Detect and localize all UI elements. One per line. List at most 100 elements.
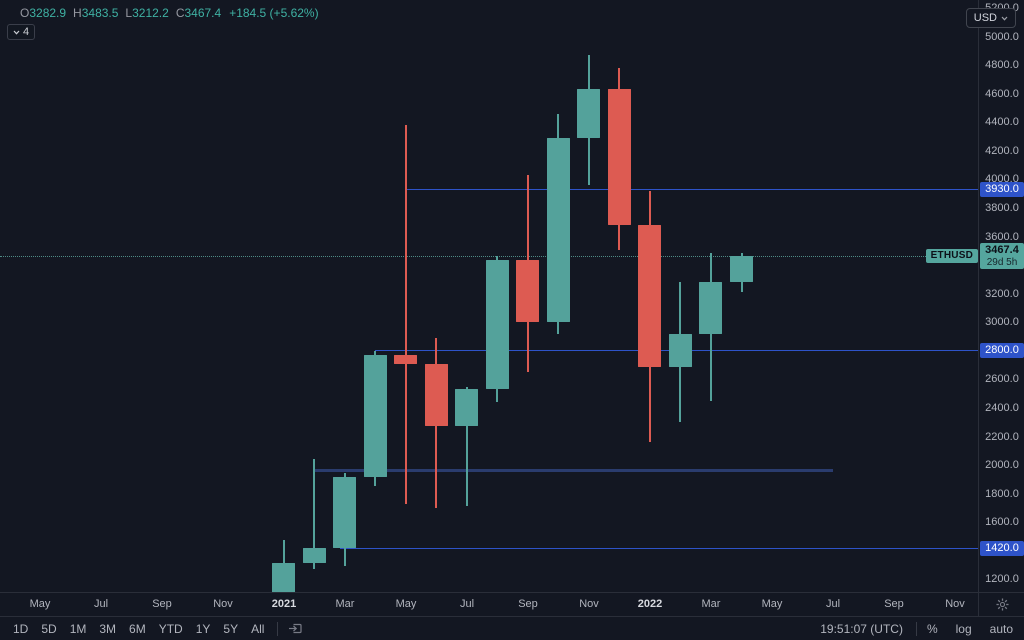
last-price-label: 3467.4 29d 5h <box>980 242 1024 269</box>
price-level-label: 2800.0 <box>980 343 1024 359</box>
candle-body <box>424 364 448 426</box>
open-value: 3282.9 <box>29 6 67 20</box>
range-button-6m[interactable]: 6M <box>129 617 146 640</box>
toolbar-divider <box>277 621 279 636</box>
range-button-1d[interactable]: 1D <box>13 617 28 640</box>
candle-body <box>546 138 570 323</box>
price-axis-tick: 1200.0 <box>985 573 1019 586</box>
range-button-all[interactable]: All <box>251 617 264 640</box>
time-axis-tick: Nov <box>945 598 965 610</box>
price-axis-tick: 3200.0 <box>985 287 1019 300</box>
range-button-1y[interactable]: 1Y <box>196 617 211 640</box>
time-axis-tick: Sep <box>884 598 904 610</box>
price-axis-tick: 1600.0 <box>985 516 1019 529</box>
currency-dropdown[interactable]: USD <box>965 8 1016 28</box>
price-axis-tick: 3000.0 <box>985 316 1019 329</box>
high-value: 3483.5 <box>81 6 119 20</box>
clock[interactable]: 19:51:07 (UTC) <box>820 621 903 636</box>
candle-body <box>516 260 540 323</box>
last-price-value: 3467.4 <box>985 243 1019 256</box>
price-axis-tick: 4800.0 <box>985 59 1019 72</box>
candle-body <box>485 260 509 390</box>
last-price-line <box>0 255 978 257</box>
candle-body <box>363 354 387 477</box>
auto-scale-button[interactable]: auto <box>989 621 1013 636</box>
candle-body <box>668 333 692 367</box>
high-key: H <box>73 6 82 20</box>
candle-body <box>607 89 631 225</box>
go-to-date-icon <box>288 622 303 635</box>
price-axis-tick: 2200.0 <box>985 430 1019 443</box>
range-button-1m[interactable]: 1M <box>70 617 87 640</box>
plot-area[interactable]: ETHUSD <box>0 0 978 592</box>
candle-wick <box>313 459 315 570</box>
candle-wick <box>404 124 407 504</box>
chevron-down-icon <box>1001 16 1008 21</box>
price-level-label: 1420.0 <box>980 540 1024 556</box>
time-axis-tick: 2022 <box>637 598 663 610</box>
bottom-toolbar: 1D 5D 1M 3M 6M YTD 1Y 5Y All 19:51:07 (UTC) % log… <box>0 616 1024 640</box>
time-axis-tick: Mar <box>701 598 721 610</box>
ohlc-legend: O3282.9 H3483.5 L3212.2 C3467.4 +184.5 (+5.6… <box>20 6 319 22</box>
log-scale-button[interactable]: log <box>955 621 972 636</box>
candle-body <box>577 89 601 139</box>
range-button-5d[interactable]: 5D <box>41 617 56 640</box>
symbol-price-tag: ETHUSD <box>925 248 978 263</box>
price-axis-tick: 5000.0 <box>985 30 1019 43</box>
change-value: +184.5 (+5.62%) <box>229 6 319 20</box>
candle-wick <box>465 386 468 506</box>
time-axis-tick: Sep <box>518 598 538 610</box>
price-axis[interactable]: 3930.02800.01420.05200.05000.04800.04600… <box>978 0 1024 592</box>
price-axis-tick: 2400.0 <box>985 402 1019 414</box>
object-count: 4 <box>23 26 30 38</box>
percent-scale-button[interactable]: % <box>926 621 938 636</box>
price-axis-tick: 2000.0 <box>985 459 1019 472</box>
price-level-label: 3930.0 <box>980 181 1024 197</box>
low-key: L <box>125 6 133 20</box>
price-axis-tick: 2600.0 <box>985 373 1019 386</box>
candle-body <box>730 255 753 282</box>
open-key: O <box>20 6 30 20</box>
go-to-date-button[interactable] <box>288 622 303 635</box>
candle-body <box>272 563 295 592</box>
price-axis-tick: 4400.0 <box>985 116 1019 129</box>
time-axis[interactable]: May Jul Sep Nov 2021 Mar May Jul Sep Nov 2022 Mar Ma… <box>0 592 1024 617</box>
axis-corner-divider <box>978 593 979 617</box>
price-axis-tick: 3600.0 <box>985 230 1019 243</box>
close-key: C <box>175 6 185 20</box>
price-level-line[interactable] <box>406 188 978 190</box>
time-axis-tick: Jul <box>459 598 475 610</box>
candle-body <box>394 354 418 365</box>
currency-label: USD <box>973 12 997 24</box>
low-value: 3212.2 <box>132 6 169 20</box>
price-level-line[interactable] <box>340 547 978 549</box>
candle-body <box>333 476 357 549</box>
price-axis-tick: 1800.0 <box>985 487 1019 500</box>
time-axis-tick: May <box>29 598 51 610</box>
time-axis-tick: Nov <box>213 598 233 610</box>
time-axis-tick: Mar <box>335 598 355 610</box>
close-value: 3467.4 <box>184 6 222 20</box>
price-axis-tick: 4200.0 <box>985 144 1019 157</box>
range-button-5y[interactable]: 5Y <box>223 617 238 640</box>
candle-body <box>455 389 479 426</box>
chevron-down-icon <box>13 30 20 35</box>
price-axis-tick: 3800.0 <box>985 202 1019 214</box>
time-axis-tick: Sep <box>152 598 172 610</box>
time-axis-tick: Jul <box>93 598 109 610</box>
candle-body <box>699 281 723 334</box>
range-button-3m[interactable]: 3M <box>99 617 116 640</box>
gear-icon[interactable] <box>987 593 1017 616</box>
toolbar-divider <box>915 621 917 636</box>
candle-body <box>638 224 662 367</box>
collapse-indicators-button[interactable]: 4 <box>7 24 36 40</box>
range-group: 1D 5D 1M 3M 6M YTD 1Y 5Y All <box>0 617 303 640</box>
time-axis-tick: May <box>761 598 783 610</box>
bar-countdown: 29d 5h <box>986 256 1018 268</box>
price-level-line[interactable] <box>314 469 833 473</box>
range-button-ytd[interactable]: YTD <box>159 617 183 640</box>
price-axis-tick: 4600.0 <box>985 87 1019 100</box>
time-axis-tick: Jul <box>825 598 841 610</box>
time-axis-tick: Nov <box>579 598 599 610</box>
